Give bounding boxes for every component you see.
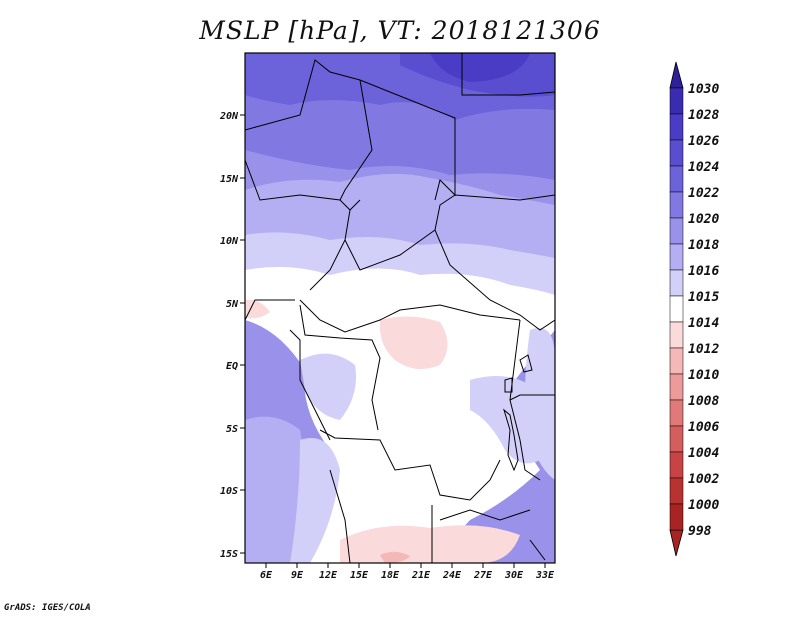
colorbar-label: 1026 (688, 134, 719, 149)
field-low-1012-congo (379, 316, 448, 369)
border-line (339, 79, 373, 201)
colorbar-swatch (669, 425, 684, 453)
colorbar-swatch (669, 347, 684, 375)
colorbar-swatch (669, 243, 684, 271)
colorbar-label: 1008 (688, 394, 719, 409)
colorbar-swatch (669, 139, 684, 167)
colorbar-label: 1020 (688, 212, 719, 227)
y-tick-label: 15S (220, 549, 238, 560)
colorbar-label: 1002 (688, 472, 719, 487)
border-line (299, 299, 521, 333)
x-tick-label: 30E (504, 570, 524, 581)
border-line (319, 429, 501, 501)
map-frame (244, 52, 556, 564)
colorbar-swatch (669, 113, 684, 141)
border-line (434, 194, 555, 231)
field-low-1012-coast (245, 299, 270, 319)
border-line (439, 509, 531, 521)
colorbar-label: 1000 (688, 498, 719, 513)
x-tick-label: 27E (473, 570, 493, 581)
field-low-1010 (380, 551, 410, 563)
border-line (309, 209, 351, 291)
colorbar-label: 1018 (688, 238, 719, 253)
colorbar-label: 1012 (688, 342, 719, 357)
x-tick-label: 12E (319, 570, 338, 581)
y-tick-label: 5S (226, 424, 238, 435)
field-region-1022-west (245, 57, 300, 79)
colorbar-label: 1022 (688, 186, 719, 201)
colorbar-swatch (669, 87, 684, 115)
x-axis-labels: 6E 9E 12E 15E 18E 21E 24E 27E 30E 33E (260, 570, 555, 581)
colorbar-swatch (669, 477, 684, 505)
field-pocket-1015-southeast (525, 328, 555, 480)
colorbar-swatch (669, 503, 684, 531)
y-tick-label: 5N (226, 299, 239, 310)
border-line (289, 329, 331, 441)
lake-outline (519, 354, 533, 373)
lake-outline (503, 408, 519, 472)
colorbar-swatch (669, 269, 684, 297)
colorbar-label: 1014 (688, 316, 719, 331)
credit-text: GrADS: IGES/COLA (4, 603, 91, 613)
border-line (461, 53, 555, 96)
colorbar-swatch (669, 321, 684, 349)
y-tick-label: EQ (226, 361, 238, 372)
colorbar-swatch (669, 295, 684, 323)
lake-outline (504, 377, 513, 393)
colorbar-bottom-arrow (669, 529, 684, 557)
border-line (299, 304, 381, 431)
y-tick-label: 15N (220, 174, 239, 185)
colorbar-label: 1010 (688, 368, 719, 383)
colorbar-label: 1004 (688, 446, 719, 461)
border-line (529, 539, 546, 561)
x-tick-label: 24E (442, 570, 462, 581)
chart-title: MSLP [hPa], VT: 2018121306 (199, 16, 601, 45)
colorbar-swatch (669, 373, 684, 401)
x-tick-label: 15E (350, 570, 369, 581)
field-pocket-1015-east (470, 376, 542, 464)
colorbar-swatch (669, 217, 684, 245)
x-tick-label: 6E (260, 570, 273, 581)
border-line (329, 469, 351, 563)
field-region-1026 (430, 53, 530, 82)
y-axis-labels: 20N 15N 10N 5N EQ 5S 10S 15S (219, 111, 239, 560)
colorbar: 1030 1028 1026 1024 1022 1020 1018 1016 … (669, 61, 719, 557)
colorbar-label: 1015 (688, 290, 719, 305)
colorbar-label: 1028 (688, 108, 719, 123)
colorbar-top-arrow (669, 61, 684, 89)
axis-ticks (240, 114, 546, 568)
x-tick-label: 21E (411, 570, 431, 581)
border-line (509, 319, 541, 481)
colorbar-label: 1016 (688, 264, 719, 279)
border-line (245, 59, 361, 131)
x-tick-label: 9E (291, 570, 304, 581)
colorbar-label: 1030 (688, 82, 719, 97)
colorbar-label: 1006 (688, 420, 719, 435)
border-line (509, 394, 555, 401)
field-pocket-1015-west (300, 353, 356, 420)
colorbar-swatch (669, 191, 684, 219)
colorbar-swatch (669, 165, 684, 193)
x-tick-label: 33E (535, 570, 555, 581)
country-borders (245, 53, 555, 563)
field-pocket-1015-southwest (290, 438, 340, 563)
y-tick-label: 10N (220, 236, 239, 247)
colorbar-label: 998 (688, 524, 712, 539)
field-low-1012-south (340, 525, 520, 563)
y-tick-label: 10S (220, 486, 238, 497)
y-tick-label: 20N (219, 111, 239, 122)
colorbar-label: 1024 (688, 160, 719, 175)
colorbar-swatch (669, 451, 684, 479)
border-line (245, 159, 361, 211)
x-tick-label: 18E (381, 570, 400, 581)
border-line (344, 229, 555, 331)
pressure-field (245, 53, 555, 563)
field-pocket-1016-southwest (245, 416, 305, 563)
colorbar-swatch (669, 399, 684, 427)
border-line (245, 299, 295, 321)
